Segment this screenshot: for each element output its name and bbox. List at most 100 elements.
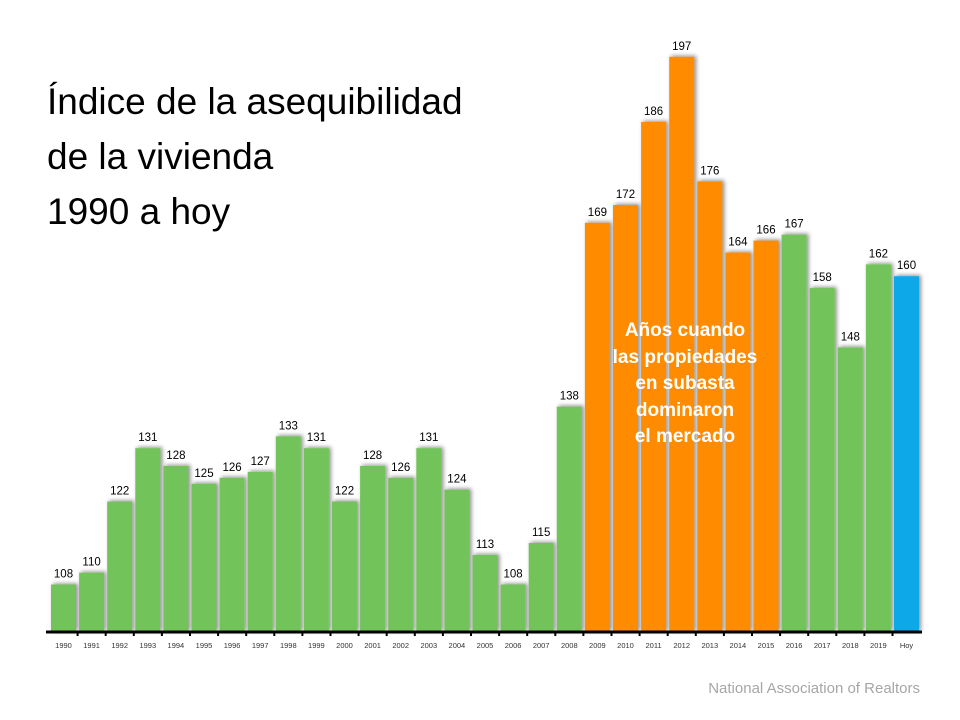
- data-label: 110: [82, 557, 100, 569]
- data-label: 108: [54, 569, 73, 581]
- bar-1994: [163, 465, 189, 632]
- bar-2018: [837, 347, 863, 632]
- data-label: 164: [728, 236, 748, 248]
- data-label: 172: [616, 189, 635, 201]
- x-tick-label: 1990: [55, 641, 72, 650]
- x-tick-label: 1993: [139, 641, 156, 650]
- title-line: 1990 a hoy: [47, 191, 231, 232]
- x-tick-label: 1991: [83, 641, 100, 650]
- bar-2010: [613, 205, 638, 633]
- bar-2007: [528, 543, 554, 632]
- annotation-line: el mercado: [634, 426, 736, 447]
- data-label: 125: [194, 468, 213, 480]
- x-tick-label: 2010: [617, 641, 634, 650]
- data-label: 138: [560, 391, 579, 403]
- x-tick-label: 1994: [168, 641, 185, 650]
- bar-2001: [360, 465, 386, 632]
- bar-2013: [697, 181, 723, 632]
- x-tick-label: 2011: [646, 641, 662, 650]
- data-label: 127: [251, 456, 270, 468]
- data-label: 197: [672, 41, 691, 53]
- bar-1993: [135, 448, 161, 632]
- x-tick-label: 2017: [814, 641, 831, 650]
- bar-2014: [725, 252, 751, 633]
- title-line: Índice de la asequibilidad: [47, 81, 463, 122]
- data-label: 166: [756, 225, 775, 237]
- data-label: 169: [588, 207, 607, 219]
- title-line: de la vivienda: [47, 136, 274, 177]
- bar-2002: [388, 477, 414, 632]
- x-tick-label: Hoy: [900, 641, 914, 650]
- data-label: 186: [644, 106, 663, 118]
- x-tick-label: 2019: [870, 641, 887, 650]
- x-tick-label: 2001: [364, 641, 381, 650]
- bar-2017: [809, 288, 835, 632]
- data-label: 158: [813, 272, 832, 284]
- data-label: 131: [138, 432, 157, 444]
- data-label: 113: [476, 539, 494, 551]
- bar-2006: [500, 584, 526, 632]
- bar-2009: [584, 222, 610, 632]
- bar-2019: [865, 264, 891, 632]
- x-tick-label: 2009: [589, 641, 606, 650]
- bar-1998: [275, 436, 301, 632]
- bar-1996: [219, 477, 245, 632]
- data-label: 108: [504, 569, 523, 581]
- bar-Hoy: [894, 276, 919, 632]
- bar-2004: [444, 489, 470, 632]
- bar-2016: [781, 234, 807, 632]
- data-label: 162: [869, 248, 888, 260]
- data-label: 126: [391, 462, 410, 474]
- x-tick-label: 2016: [786, 641, 803, 650]
- bar-1990: [51, 584, 76, 632]
- data-label: 124: [447, 474, 467, 486]
- bar-2012: [669, 56, 695, 633]
- bar-1997: [247, 471, 273, 632]
- source-credit: National Association of Realtors: [708, 680, 920, 697]
- data-label: 128: [166, 450, 185, 462]
- x-tick-label: 1992: [111, 641, 128, 650]
- x-tick-label: 2002: [392, 641, 409, 650]
- x-tick-label: 1998: [280, 641, 297, 650]
- data-label: 131: [307, 432, 326, 444]
- x-tick-label: 1997: [252, 641, 269, 650]
- x-tick-label: 2015: [758, 641, 775, 650]
- data-label: 131: [419, 432, 438, 444]
- data-label: 122: [335, 486, 354, 498]
- x-tick-label: 2008: [561, 641, 578, 650]
- data-label: 160: [897, 260, 916, 272]
- bar-2005: [472, 554, 498, 632]
- data-label: 128: [363, 450, 382, 462]
- data-label: 115: [532, 527, 550, 539]
- x-tick-label: 2006: [505, 641, 522, 650]
- x-tick-label: 2000: [336, 641, 353, 650]
- bar-2015: [753, 240, 779, 632]
- x-tick-label: 2003: [420, 641, 437, 650]
- chart-title: Índice de la asequibilidad de la viviend…: [47, 74, 463, 239]
- foreclosure-annotation: Años cuando las propiedades en subasta d…: [590, 318, 780, 451]
- data-label: 133: [279, 420, 298, 432]
- x-tick-label: 2013: [701, 641, 718, 650]
- data-label: 126: [223, 462, 242, 474]
- bar-1991: [79, 572, 105, 632]
- x-tick-label: 1995: [196, 641, 213, 650]
- data-label: 167: [785, 219, 804, 231]
- x-tick-label: 2005: [477, 641, 494, 650]
- data-label: 122: [110, 486, 129, 498]
- data-label: 148: [841, 331, 860, 343]
- data-label: 176: [700, 165, 719, 177]
- bar-2000: [332, 501, 357, 632]
- x-tick-label: 2004: [449, 641, 466, 650]
- bar-2003: [416, 448, 442, 632]
- annotation-line: dominaron: [635, 399, 735, 421]
- x-tick-label: 2007: [533, 641, 550, 650]
- bar-2008: [556, 406, 582, 632]
- bar-1995: [191, 483, 217, 632]
- annotation-line: las propiedades: [612, 346, 758, 368]
- x-tick-label: 1999: [308, 641, 325, 650]
- annotation-line: en subasta: [635, 373, 735, 394]
- x-tick-label: 2012: [673, 641, 690, 650]
- x-tick-label: 2014: [730, 641, 747, 650]
- bar-1992: [107, 501, 133, 632]
